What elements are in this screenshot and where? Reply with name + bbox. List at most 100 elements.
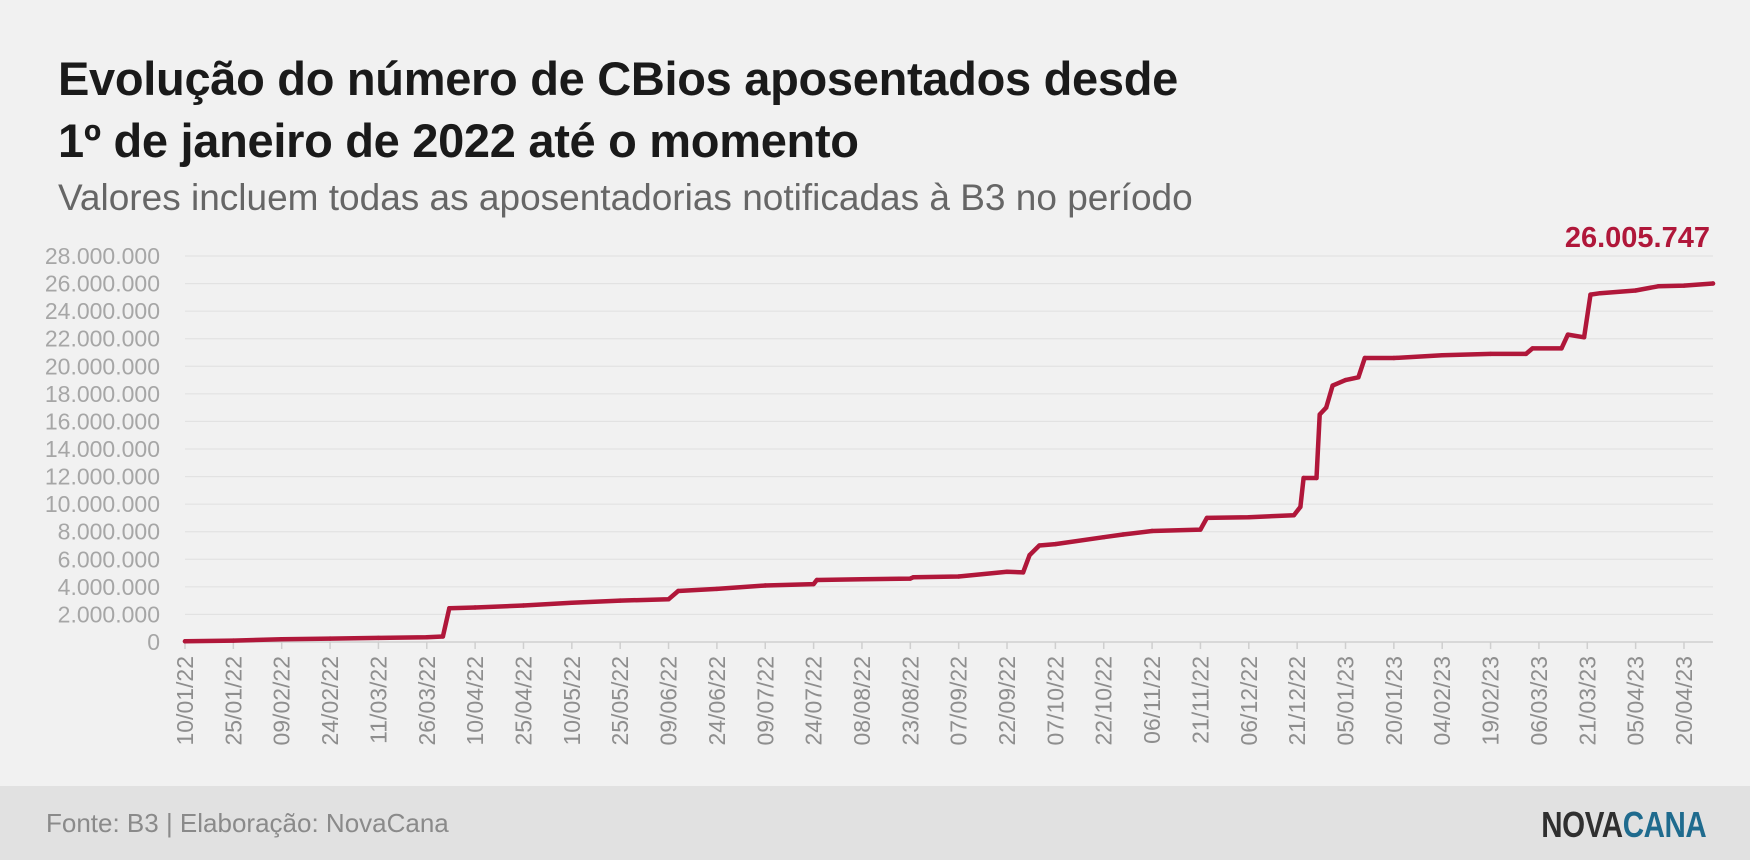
footer-bar: Fonte: B3 | Elaboração: NovaCana NOVACAN… (0, 786, 1750, 860)
data-point (1314, 475, 1319, 481)
x-tick-label: 25/05/22 (607, 656, 633, 746)
line-chart: 02.000.0004.000.0006.000.0008.000.00010.… (45, 222, 1716, 746)
series-group (182, 281, 1716, 644)
data-point (376, 635, 381, 641)
data-point (447, 606, 452, 611)
data-point (1330, 383, 1335, 388)
chart-title: Evolução do número de CBios aposentados … (58, 48, 1458, 172)
data-point (1656, 284, 1661, 289)
x-tick-label: 09/07/22 (752, 656, 778, 746)
data-point (1581, 335, 1587, 340)
y-tick-label: 0 (147, 629, 160, 655)
y-tick-label: 6.000.000 (58, 546, 160, 572)
data-point (1523, 351, 1529, 357)
x-tick-label: 09/02/22 (269, 656, 295, 746)
x-tick-label: 05/01/23 (1333, 656, 1359, 746)
data-point (676, 588, 681, 594)
x-tick-label: 19/02/23 (1478, 656, 1504, 746)
data-point (327, 636, 333, 641)
x-tick-label: 11/03/22 (365, 656, 391, 744)
data-point (569, 600, 574, 605)
logo-part-nova: NOVA (1540, 804, 1623, 845)
x-tick-label: 21/12/22 (1284, 656, 1310, 746)
x-tick-label: 06/12/22 (1236, 656, 1262, 746)
data-point (231, 638, 236, 643)
y-tick-label: 14.000.000 (45, 436, 160, 462)
data-point (1317, 412, 1322, 417)
data-point (424, 635, 429, 640)
chart-title-line-1: Evolução do número de CBios aposentados … (58, 52, 1178, 105)
x-tick-label: 25/04/22 (510, 656, 536, 746)
data-point (1246, 515, 1252, 520)
x-tick-label: 24/07/22 (801, 656, 827, 746)
data-point (1530, 346, 1535, 351)
data-point (1037, 543, 1042, 548)
data-point (666, 597, 671, 602)
y-tick-label: 8.000.000 (58, 519, 160, 545)
data-point (1633, 288, 1638, 293)
data-point (1198, 527, 1203, 532)
x-tick-label: 22/10/22 (1091, 656, 1117, 746)
y-tick-label: 24.000.000 (45, 298, 160, 324)
data-point (763, 583, 768, 588)
logo-part-cana: CANA (1622, 804, 1706, 845)
data-point (1204, 515, 1210, 521)
data-point (714, 586, 720, 592)
data-point (618, 598, 623, 603)
y-tick-label: 20.000.000 (45, 353, 160, 379)
y-tick-label: 12.000.000 (45, 464, 160, 490)
data-point (814, 577, 819, 583)
data-point (1362, 355, 1368, 361)
data-point (182, 639, 188, 644)
x-tick-label: 10/04/22 (462, 656, 488, 746)
data-point (1020, 570, 1026, 575)
y-axis: 02.000.0004.000.0006.000.0008.000.00010.… (45, 243, 160, 655)
x-tick-label: 08/08/22 (849, 656, 875, 746)
x-tick-label: 24/02/22 (317, 656, 343, 746)
y-tick-label: 4.000.000 (58, 574, 160, 600)
novacana-logo: NOVACANA (1540, 804, 1707, 846)
data-point (1710, 281, 1716, 286)
data-point (1101, 535, 1106, 540)
x-tick-label: 23/08/22 (897, 656, 923, 746)
chart-title-line-2: 1º de janeiro de 2022 até o momento (58, 114, 859, 167)
x-tick-label: 20/04/23 (1671, 656, 1697, 746)
x-tick-label: 07/09/22 (946, 656, 972, 746)
data-point (911, 575, 916, 580)
data-point (1488, 351, 1493, 357)
y-tick-label: 22.000.000 (45, 326, 160, 352)
x-tick-label: 21/03/23 (1574, 656, 1600, 746)
y-tick-label: 16.000.000 (45, 408, 160, 434)
data-point (1565, 332, 1571, 337)
data-point (1356, 375, 1361, 380)
last-value-label: 26.005.747 (1565, 222, 1710, 254)
x-tick-label: 07/10/22 (1042, 656, 1068, 746)
data-point (472, 605, 478, 610)
data-point (1120, 532, 1126, 537)
data-point (1301, 475, 1306, 481)
x-tick-label: 04/02/23 (1429, 656, 1455, 746)
x-tick-label: 24/06/22 (704, 656, 730, 746)
data-point (1004, 569, 1010, 574)
data-point (1324, 405, 1329, 410)
x-tick-label: 21/11/22 (1187, 656, 1213, 744)
y-tick-label: 2.000.000 (58, 601, 160, 627)
data-point (1598, 291, 1603, 296)
x-axis: 10/01/22 25/01/22 09/02/22 24/02/22 11/03/22… (172, 641, 1713, 746)
data-point (859, 577, 865, 582)
x-tick-label: 06/03/23 (1526, 656, 1552, 746)
data-point (279, 637, 284, 642)
grid-lines (185, 255, 1713, 615)
data-point (440, 634, 446, 639)
data-point (1027, 552, 1032, 558)
y-tick-label: 18.000.000 (45, 381, 160, 407)
data-point (1440, 353, 1445, 358)
x-tick-label: 20/01/23 (1381, 656, 1407, 746)
data-point (1053, 541, 1058, 547)
x-tick-label: 10/05/22 (559, 656, 585, 746)
y-tick-label: 10.000.000 (45, 491, 160, 517)
x-tick-label: 09/06/22 (656, 656, 682, 746)
data-point (1391, 355, 1397, 361)
y-tick-label: 26.000.000 (45, 271, 160, 297)
data-point (1588, 292, 1593, 297)
